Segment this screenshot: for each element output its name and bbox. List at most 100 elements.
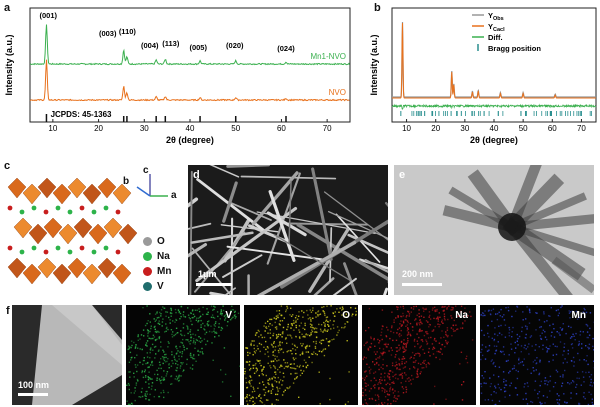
eds-pixel: [571, 347, 574, 349]
eds-pixel: [448, 305, 450, 307]
eds-pixel: [307, 314, 309, 316]
eds-pixel: [146, 329, 149, 331]
panel-label-a: a: [4, 2, 11, 14]
eds-pixel: [253, 347, 255, 350]
eds-pixel: [390, 354, 393, 356]
eds-pixel: [462, 323, 464, 325]
eds-pixel: [282, 351, 285, 354]
eds-pixel: [437, 350, 440, 353]
vanadium-polyhedron: [37, 177, 57, 199]
eds-pixel: [501, 316, 504, 318]
eds-pixel: [443, 315, 446, 318]
eds-pixel: [466, 361, 469, 364]
interlayer-atom: [31, 245, 37, 251]
eds-pixel: [324, 323, 326, 325]
eds-pixel: [283, 367, 286, 369]
nanobelt: [273, 234, 350, 281]
eds-pixel: [555, 309, 558, 312]
eds-pixel: [418, 352, 420, 355]
vanadium-polyhedron: [118, 223, 138, 245]
eds-pixel: [452, 328, 454, 330]
eds-pixel: [429, 314, 431, 317]
eds-pixel: [301, 345, 303, 347]
eds-pixel: [327, 329, 329, 331]
eds-pixel: [384, 389, 386, 391]
eds-pixel: [147, 320, 149, 322]
eds-pixel: [523, 358, 525, 360]
eds-pixel: [296, 372, 298, 375]
eds-pixel: [270, 360, 272, 362]
eds-pixel: [401, 363, 403, 365]
eds-pixel: [435, 340, 437, 342]
eds-pixel: [490, 360, 492, 362]
eds-pixel: [292, 357, 295, 359]
eds-pixel: [190, 320, 192, 322]
eds-pixel: [373, 377, 376, 379]
eds-pixel: [415, 353, 417, 355]
eds-pixel: [164, 353, 166, 356]
nanobelt: [209, 165, 240, 178]
eds-pixel: [400, 329, 402, 332]
eds-pixel: [157, 350, 160, 352]
eds-pixel: [314, 345, 317, 348]
eds-pixel: [324, 328, 326, 330]
eds-pixel: [452, 324, 454, 326]
eds-pixel: [513, 367, 515, 369]
eds-pixel: [319, 313, 322, 315]
eds-pixel: [495, 350, 497, 352]
eds-pixel: [543, 311, 545, 313]
eds-pixel: [423, 362, 425, 365]
eds-pixel: [405, 345, 407, 347]
x-tick-label: 20: [94, 124, 103, 133]
eds-pixel: [416, 323, 418, 325]
eds-pixel: [403, 339, 405, 341]
eds-pixel: [163, 378, 166, 381]
eds-pixel: [441, 321, 443, 323]
eds-pixel: [259, 400, 261, 402]
eds-pixel: [430, 336, 432, 339]
eds-pixel: [272, 351, 274, 354]
eds-pixel: [305, 347, 307, 350]
eds-pixel: [432, 307, 434, 309]
x-tick-label: 40: [186, 124, 195, 133]
eds-pixel: [158, 336, 160, 339]
eds-pixel: [244, 370, 246, 373]
plot-frame: [391, 7, 597, 123]
eds-pixel: [244, 373, 246, 375]
eds-pixel: [494, 387, 497, 389]
eds-pixel: [542, 344, 544, 346]
eds-pixel: [263, 325, 265, 327]
eds-pixel: [500, 324, 502, 327]
eds-pixel: [179, 351, 181, 353]
eds-pixel: [392, 331, 395, 334]
eds-pixel: [277, 368, 279, 371]
eds-pixel: [160, 367, 162, 370]
eds-pixel: [579, 403, 581, 405]
eds-pixel: [365, 382, 368, 385]
eds-pixel: [578, 343, 580, 345]
eds-pixel: [452, 307, 454, 309]
eds-pixel: [406, 334, 409, 336]
eds-pixel: [152, 337, 154, 340]
eds-pixel: [405, 343, 407, 345]
eds-pixel: [378, 357, 381, 359]
eds-pixel: [287, 350, 289, 352]
eds-pixel: [197, 317, 200, 319]
eds-pixel: [286, 387, 288, 389]
eds-pixel: [586, 336, 588, 339]
eds-pixel: [174, 308, 177, 311]
eds-pixel: [562, 376, 564, 378]
interlayer-atom: [55, 205, 61, 211]
eds-pixel: [394, 365, 396, 367]
eds-pixel: [422, 362, 424, 364]
eds-pixel: [592, 404, 594, 405]
eds-pixel: [151, 385, 153, 387]
eds-pixel: [183, 346, 185, 348]
eds-pixel: [186, 325, 188, 327]
eds-pixel: [286, 342, 288, 344]
eds-pixel: [270, 318, 273, 321]
eds-pixel: [187, 328, 189, 330]
eds-pixel: [382, 352, 384, 355]
eds-pixel: [287, 387, 289, 390]
eds-pixel: [496, 318, 499, 321]
